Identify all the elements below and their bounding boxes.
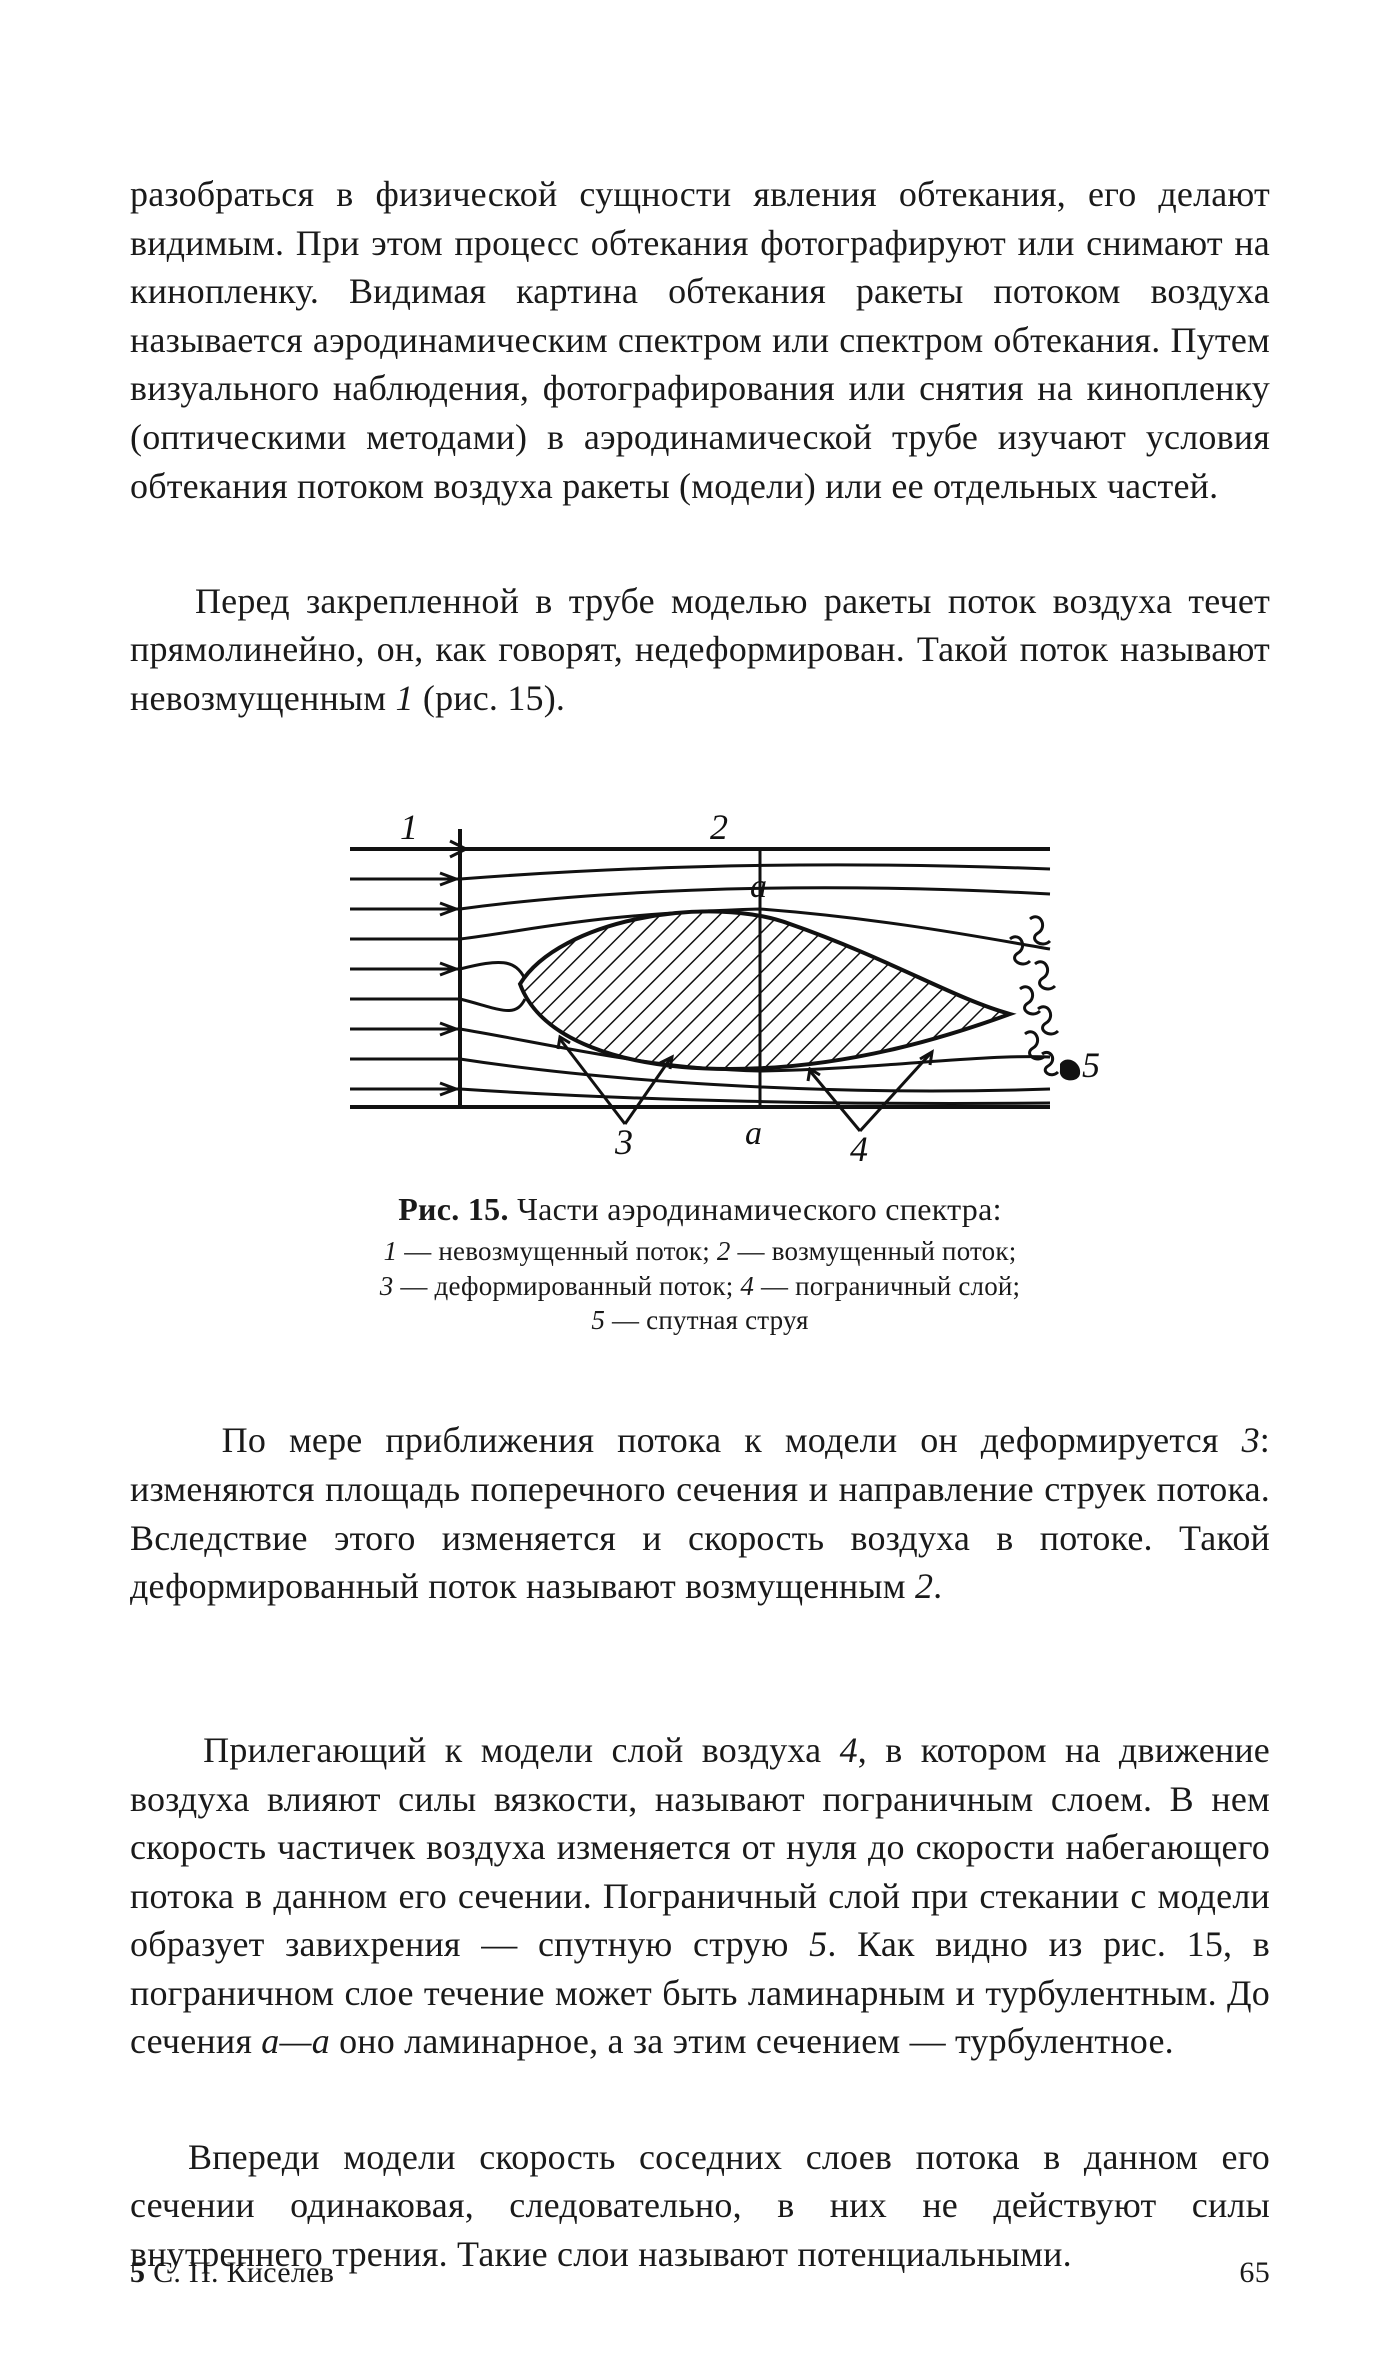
footer-sig: 5 xyxy=(130,2256,153,2289)
paragraph-2: Перед закрепленной в трубе моделью ракет… xyxy=(130,528,1270,771)
paragraph-3: По мере приближения потока к модели он д… xyxy=(130,1368,1270,1660)
p4-g: оно лами­нарное, а за этим сечением — ту… xyxy=(330,2021,1174,2061)
legend-2t: — возмущенный поток; xyxy=(731,1236,1017,1266)
legend-4n: 4 xyxy=(740,1271,754,1301)
paragraph-1: разобраться в физической сущности явлени… xyxy=(130,170,1270,510)
figure-label-4: 4 xyxy=(850,1129,868,1169)
legend-4t: — пограничный слой; xyxy=(754,1271,1020,1301)
legend-2n: 2 xyxy=(717,1236,731,1266)
caption-rest: Части аэродинамического спектра: xyxy=(509,1191,1002,1227)
p4-a: Прилегающий к модели слой воздуха xyxy=(203,1730,839,1770)
figure-label-2: 2 xyxy=(710,809,728,847)
p2-ref-1: 1 xyxy=(396,678,414,718)
paragraph-4: Прилегающий к модели слой воздуха 4, в к… xyxy=(130,1677,1270,2114)
figure-label-5: 5 xyxy=(1082,1045,1100,1085)
p4-ref-5: 5 xyxy=(809,1924,827,1964)
legend-1t: — невозмущенный поток; xyxy=(397,1236,717,1266)
figure-label-a-bot: а xyxy=(745,1115,762,1152)
p3-ref-2: 2 xyxy=(915,1566,933,1606)
page-number: 65 xyxy=(1239,2256,1270,2290)
footer-left: 5 С. П. Киселев xyxy=(130,2256,334,2290)
caption-prefix: Рис. 15. xyxy=(398,1191,509,1227)
p2-text-c: (рис. 15). xyxy=(414,678,565,718)
figure-15: 1 2 а а 3 4 5 Рис. 15. Части аэродинамич… xyxy=(290,809,1110,1338)
p4-ref-aa: а—а xyxy=(261,2021,330,2061)
figure-caption-title: Рис. 15. Части аэродинамического спектра… xyxy=(290,1191,1110,1228)
legend-5n: 5 xyxy=(591,1305,605,1335)
legend-1n: 1 xyxy=(384,1236,398,1266)
page-root: разобраться в физической сущности явлени… xyxy=(0,0,1400,2380)
figure-label-1: 1 xyxy=(400,809,418,847)
p3-a: По мере приближения потока к модели он д… xyxy=(222,1420,1242,1460)
figure-caption-legend: 1 — невозмущенный поток; 2 — возмущенный… xyxy=(310,1234,1090,1338)
p3-e: . xyxy=(933,1566,942,1606)
figure-label-a-top: а xyxy=(750,868,767,905)
p3-ref-3: 3 xyxy=(1242,1420,1260,1460)
legend-3t: — деформированный поток; xyxy=(393,1271,740,1301)
legend-3n: 3 xyxy=(380,1271,394,1301)
figure-label-3: 3 xyxy=(614,1122,633,1162)
figure-15-svg: 1 2 а а 3 4 5 xyxy=(290,809,1110,1169)
p2-text-a: Перед закрепленной в трубе моделью ракет… xyxy=(130,581,1279,718)
footer-author: С. П. Киселев xyxy=(153,2256,334,2289)
p4-ref-4: 4 xyxy=(840,1730,858,1770)
legend-5t: — спутная струя xyxy=(605,1305,809,1335)
